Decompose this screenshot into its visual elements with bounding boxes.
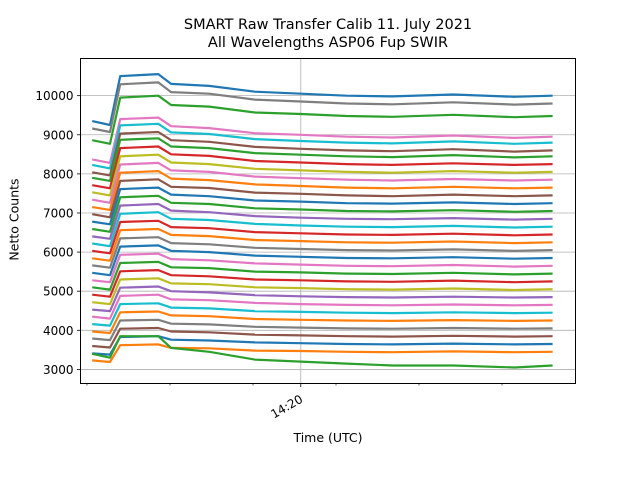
y-tick-label: 3000 (43, 363, 74, 377)
series-line-15 (92, 202, 553, 240)
series-line-23 (92, 269, 553, 298)
series-line-24 (92, 277, 553, 306)
y-tick-label: 7000 (43, 206, 74, 220)
series-line-16 (92, 211, 553, 248)
y-tick-label: 9000 (43, 128, 74, 142)
y-tick-label: 10000 (35, 89, 73, 103)
series-line-33 (91, 335, 553, 369)
series-line-20 (92, 244, 553, 277)
series-line-27 (92, 302, 553, 327)
series-line-2 (91, 81, 553, 134)
chart-title: SMART Raw Transfer Calib 11. July 2021 (183, 17, 473, 33)
series-line-6 (92, 130, 553, 177)
series-line-28 (92, 310, 553, 335)
series-line-5 (91, 122, 553, 170)
series-line-11 (92, 170, 553, 211)
series-line-12 (92, 178, 553, 219)
series-line-7 (92, 137, 553, 182)
y-tick-label: 4000 (43, 324, 74, 338)
y-tick-label: 8000 (43, 167, 74, 181)
series-line-26 (92, 293, 553, 320)
series-line-9 (92, 153, 553, 197)
x-axis-label: Time (UTC) (293, 430, 363, 445)
y-tick-label: 6000 (43, 246, 74, 260)
chart-subtitle: All Wavelengths ASP06 Fup SWIR (207, 35, 449, 51)
series-line-29 (92, 318, 553, 342)
series-lines (91, 72, 553, 369)
series-line-1 (91, 72, 553, 127)
series-line-19 (92, 236, 553, 269)
series-line-14 (92, 194, 553, 233)
series-line-21 (92, 252, 553, 284)
series-line-8 (92, 145, 553, 190)
series-line-32 (92, 343, 553, 364)
plot-frame (80, 58, 576, 384)
series-line-13 (92, 186, 553, 226)
series-line-22 (92, 260, 553, 291)
series-line-18 (92, 227, 553, 262)
y-tick-label: 5000 (43, 285, 74, 299)
series-line-4 (91, 116, 553, 164)
series-line-17 (92, 219, 553, 255)
series-line-30 (92, 326, 553, 349)
series-line-3 (91, 94, 553, 145)
series-line-25 (92, 285, 553, 313)
x-tick-label: 14:20 (268, 392, 305, 421)
series-line-10 (92, 161, 553, 204)
